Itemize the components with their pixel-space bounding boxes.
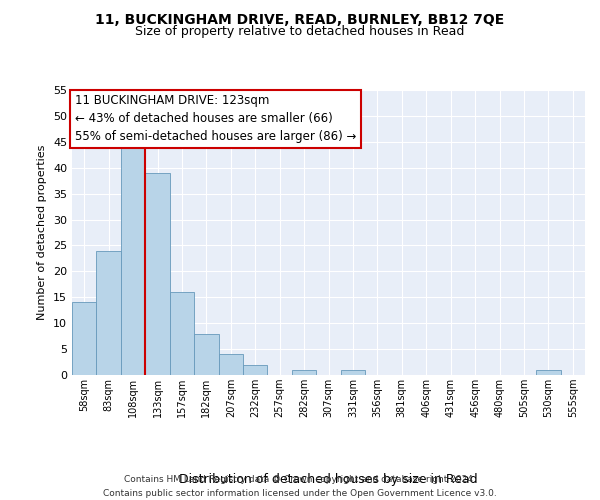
Bar (536, 370, 560, 375)
Bar (341, 370, 365, 375)
Bar (292, 370, 316, 375)
Text: 11 BUCKINGHAM DRIVE: 123sqm
← 43% of detached houses are smaller (66)
55% of sem: 11 BUCKINGHAM DRIVE: 123sqm ← 43% of det… (74, 94, 356, 144)
Text: Size of property relative to detached houses in Read: Size of property relative to detached ho… (136, 25, 464, 38)
Bar (121, 142, 145, 375)
Bar (72, 302, 97, 375)
Bar (194, 334, 218, 375)
Text: 11, BUCKINGHAM DRIVE, READ, BURNLEY, BB12 7QE: 11, BUCKINGHAM DRIVE, READ, BURNLEY, BB1… (95, 12, 505, 26)
Bar (97, 250, 121, 375)
Bar (145, 173, 170, 375)
Bar (218, 354, 243, 375)
X-axis label: Distribution of detached houses by size in Read: Distribution of detached houses by size … (179, 473, 478, 486)
Bar (243, 364, 268, 375)
Y-axis label: Number of detached properties: Number of detached properties (37, 145, 47, 320)
Bar (170, 292, 194, 375)
Text: Contains HM Land Registry data © Crown copyright and database right 2024.
Contai: Contains HM Land Registry data © Crown c… (103, 476, 497, 498)
